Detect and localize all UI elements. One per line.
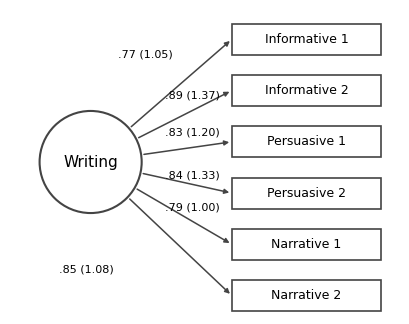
Text: Narrative 2: Narrative 2 (272, 289, 342, 302)
Text: Informative 2: Informative 2 (265, 84, 348, 97)
Text: Informative 1: Informative 1 (265, 33, 348, 46)
Text: .79 (1.00): .79 (1.00) (165, 202, 220, 212)
Text: Narrative 1: Narrative 1 (272, 238, 342, 251)
Bar (232, 280, 381, 311)
Bar (232, 75, 381, 106)
Text: .85 (1.08): .85 (1.08) (59, 264, 114, 274)
Bar (232, 24, 381, 55)
Text: .83 (1.20): .83 (1.20) (165, 127, 220, 137)
Bar (232, 229, 381, 260)
Bar (232, 126, 381, 157)
Text: .84 (1.33): .84 (1.33) (165, 171, 220, 181)
Bar (232, 178, 381, 209)
Text: Persuasive 2: Persuasive 2 (267, 187, 346, 200)
Text: .77 (1.05): .77 (1.05) (118, 50, 173, 60)
Text: Writing: Writing (63, 155, 118, 169)
Text: .89 (1.37): .89 (1.37) (165, 90, 220, 100)
Text: Persuasive 1: Persuasive 1 (267, 135, 346, 148)
